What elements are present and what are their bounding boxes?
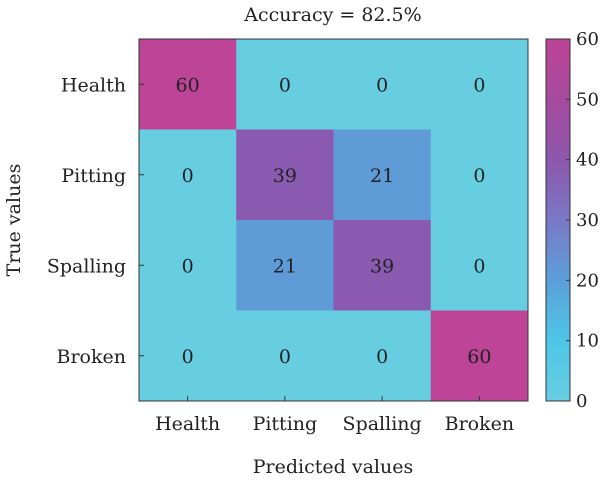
- colorbar-tick-label: 10: [576, 331, 599, 352]
- colorbar-tick-label: 40: [576, 150, 599, 171]
- colorbar-tick-label: 20: [576, 270, 599, 291]
- cell-value-label: 0: [279, 346, 291, 368]
- colorbar-tick-label: 0: [576, 391, 587, 412]
- cell-value-label: 0: [182, 255, 194, 277]
- chart-title: Accuracy = 82.5%: [243, 4, 421, 26]
- cell-value-label: 0: [182, 165, 194, 187]
- cell-value-label: 21: [273, 255, 297, 277]
- heatmap-cell: [236, 39, 334, 130]
- heatmap-cells: [139, 39, 529, 402]
- heatmap-cell: [430, 129, 529, 221]
- cell-value-label: 0: [473, 74, 485, 96]
- x-tick-label: Spalling: [343, 413, 422, 435]
- cell-value-label: 39: [273, 165, 297, 187]
- y-axis-title: True values: [3, 164, 25, 277]
- colorbar-tick-label: 60: [576, 29, 599, 50]
- cell-value-label: 0: [376, 346, 388, 368]
- heatmap-cell: [139, 310, 237, 402]
- colorbar-tick-label: 50: [576, 89, 599, 110]
- cell-value-label: 0: [473, 255, 485, 277]
- heatmap-cell: [139, 39, 237, 130]
- y-tick-label: Pitting: [61, 165, 126, 187]
- heatmap-cell: [139, 220, 237, 311]
- heatmap-cell: [236, 310, 334, 402]
- cell-value-label: 0: [279, 74, 291, 96]
- heatmap-cell: [236, 129, 334, 221]
- heatmap-cell: [430, 220, 529, 311]
- cell-value-label: 60: [467, 346, 491, 368]
- heatmap-cell: [333, 39, 432, 130]
- heatmap-cell: [333, 310, 432, 402]
- x-tick-label: Broken: [445, 413, 514, 435]
- cell-value-label: 60: [176, 74, 200, 96]
- heatmap-cell: [333, 220, 432, 311]
- plot-frame: [138, 38, 529, 402]
- heatmap-cell: [333, 129, 432, 221]
- x-tick-label: Health: [155, 413, 220, 435]
- cell-value-label: 0: [473, 165, 485, 187]
- cell-value-label: 39: [370, 255, 394, 277]
- heatmap-cell: [430, 310, 529, 402]
- cell-value-label: 0: [376, 74, 388, 96]
- x-tick-label: Pitting: [253, 413, 318, 435]
- colorbar-ticks: 0 10 20 30 40 50 60: [566, 29, 599, 412]
- y-tick-label: Broken: [57, 346, 126, 368]
- y-tick-label: Spalling: [47, 255, 126, 277]
- colorbar-tick-label: 30: [576, 210, 599, 231]
- cell-value-label: 21: [370, 165, 394, 187]
- heatmap-cell: [430, 39, 529, 130]
- y-axis-ticks: Health Pitting Spalling Broken: [47, 74, 144, 368]
- x-axis-title: Predicted values: [253, 456, 413, 478]
- heatmap-cell: [236, 220, 334, 311]
- y-tick-label: Health: [61, 74, 126, 96]
- cell-value-label: 0: [182, 346, 194, 368]
- x-axis-ticks: Health Pitting Spalling Broken: [155, 396, 514, 435]
- heatmap-cell: [139, 129, 237, 221]
- heatmap-cell-labels: 60 0 0 0 0 39 21 0 0 21 39 0 0 0 0 60: [176, 74, 492, 368]
